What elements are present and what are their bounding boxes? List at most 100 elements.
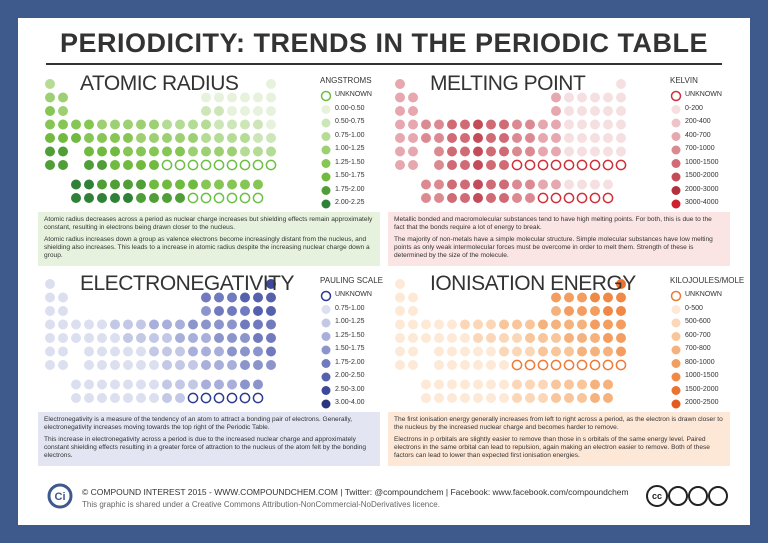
element-dot	[603, 393, 613, 403]
element-dot	[486, 146, 496, 157]
element-dot	[671, 345, 681, 355]
element-dot	[321, 105, 331, 114]
legend-label: 500-600	[685, 318, 711, 325]
paragraph: The first ionisation energy generally in…	[394, 416, 723, 432]
element-dot	[266, 319, 276, 330]
element-dot	[58, 146, 68, 157]
element-dot	[136, 333, 146, 343]
element-dot	[84, 346, 94, 357]
element-dot	[589, 359, 601, 371]
element-dot	[123, 119, 133, 130]
element-dot	[590, 393, 600, 403]
element-dot	[136, 319, 146, 330]
element-dot	[97, 119, 107, 130]
legend-label: 1.25-1.50	[335, 158, 365, 166]
paragraph: Atomic radius decreases across a period …	[44, 216, 373, 232]
element-dot	[447, 160, 457, 170]
legend-label: 800-1000	[685, 358, 715, 366]
element-dot	[603, 292, 613, 303]
legend-label: 600-700	[685, 331, 711, 339]
element-dot	[603, 119, 613, 130]
element-dot	[603, 333, 613, 343]
element-dot	[136, 379, 146, 390]
panel-title: ATOMIC RADIUS	[80, 72, 239, 95]
element-dot	[175, 146, 185, 157]
element-dot	[321, 332, 331, 341]
element-dot	[252, 192, 264, 204]
element-dot	[266, 279, 276, 289]
element-dot	[551, 146, 561, 157]
element-dot	[45, 119, 55, 130]
element-dot	[240, 146, 250, 157]
element-dot	[395, 119, 405, 130]
element-dot	[201, 379, 211, 390]
legend-label: 1.50-1.75	[335, 345, 365, 352]
element-dot	[201, 133, 211, 143]
element-dot	[577, 333, 587, 343]
element-dot	[84, 333, 94, 343]
element-dot	[239, 192, 251, 204]
element-dot	[266, 79, 276, 89]
element-dot	[616, 119, 626, 130]
element-dot	[447, 333, 457, 343]
element-dot	[486, 319, 496, 330]
element-dot	[603, 92, 613, 103]
element-dot	[45, 92, 55, 103]
element-dot	[395, 146, 405, 157]
element-dot	[149, 379, 159, 390]
legend-label: 3.00-4.00	[335, 399, 365, 406]
element-dot	[175, 346, 185, 357]
element-dot	[162, 333, 172, 343]
element-dot	[395, 133, 405, 143]
element-dot	[395, 292, 405, 303]
legend-title: KELVIN	[670, 76, 698, 85]
element-dot	[590, 379, 600, 390]
element-dot	[590, 106, 600, 116]
legend-label: 0-200	[685, 104, 703, 112]
element-dot	[321, 172, 331, 182]
element-dot	[408, 346, 418, 357]
element-dot	[97, 179, 107, 190]
legend-label: UNKNOWN	[685, 91, 722, 98]
element-dot	[161, 159, 173, 171]
element-dot	[577, 292, 587, 303]
element-dot	[227, 119, 237, 130]
element-dot	[162, 146, 172, 157]
element-dot	[97, 193, 107, 203]
element-dot	[577, 306, 587, 316]
element-dot	[671, 145, 681, 155]
element-dot	[227, 106, 237, 116]
element-dot	[214, 119, 224, 130]
element-dot	[550, 159, 562, 171]
element-dot	[499, 160, 509, 170]
element-dot	[149, 360, 159, 370]
legend-label: 1.00-1.25	[335, 318, 365, 325]
element-dot	[473, 160, 483, 170]
element-dot	[590, 333, 600, 343]
element-dot	[321, 186, 331, 195]
element-dot	[616, 146, 626, 157]
element-dot	[447, 119, 457, 130]
element-dot	[447, 346, 457, 357]
element-dot	[525, 179, 535, 190]
element-dot	[84, 119, 94, 130]
element-dot	[214, 306, 224, 316]
element-dot	[97, 160, 107, 170]
element-dot	[97, 319, 107, 330]
element-dot	[321, 199, 331, 209]
element-dot	[253, 319, 263, 330]
element-dot	[421, 319, 431, 330]
element-dot	[110, 393, 120, 403]
element-dot	[395, 360, 405, 370]
element-dot	[512, 346, 522, 357]
element-dot	[395, 319, 405, 330]
element-dot	[538, 346, 548, 357]
element-dot	[564, 393, 574, 403]
element-dot	[525, 393, 535, 403]
element-dot	[460, 146, 470, 157]
element-dot	[511, 359, 523, 371]
element-dot	[187, 159, 199, 171]
element-dot	[460, 179, 470, 190]
element-dot	[395, 333, 405, 343]
element-dot	[201, 360, 211, 370]
